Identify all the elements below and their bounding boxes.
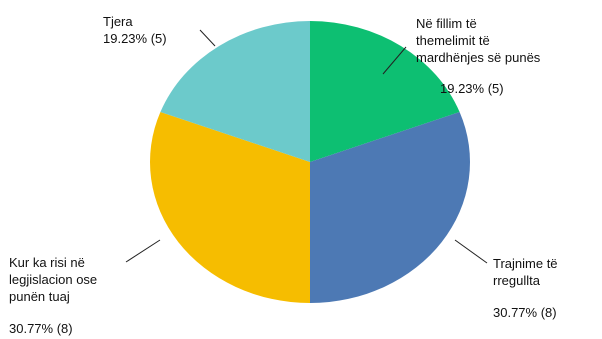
pie-slices bbox=[149, 21, 471, 303]
slice-label-3: Kur ka risi në legjislacion ose punën tu… bbox=[9, 255, 97, 336]
slice-label-1-line-3: mardhënjes së punës bbox=[416, 50, 541, 65]
pie-slice-4 bbox=[160, 21, 310, 162]
slice-label-4-line-1: Tjera bbox=[103, 14, 133, 29]
slice-label-1-line-2: themelimit të bbox=[416, 33, 490, 48]
slice-label-2: Trajnime të rregullta 30.77% (8) bbox=[493, 256, 558, 320]
slice-label-3-line-3: punën tuaj bbox=[9, 289, 70, 304]
leader-line-3 bbox=[125, 239, 161, 263]
leader-line-4 bbox=[199, 29, 216, 47]
slice-value-3: 30.77% (8) bbox=[9, 321, 73, 336]
pie-slice-2 bbox=[310, 111, 471, 303]
pie-slice-1 bbox=[310, 21, 460, 162]
slice-value-1: 19.23% (5) bbox=[440, 81, 504, 96]
leader-line-2 bbox=[454, 239, 488, 264]
slice-label-3-line-1: Kur ka risi në bbox=[9, 255, 85, 270]
slice-label-4: Tjera 19.23% (5) bbox=[103, 14, 167, 46]
slice-label-3-line-2: legjislacion ose bbox=[9, 272, 97, 287]
leader-lines bbox=[125, 29, 488, 264]
slice-value-4: 19.23% (5) bbox=[103, 31, 167, 46]
slice-label-1-line-1: Në fillim të bbox=[416, 16, 477, 31]
pie-slice-3 bbox=[149, 111, 310, 303]
slice-label-2-line-1: Trajnime të bbox=[493, 256, 558, 271]
slice-value-2: 30.77% (8) bbox=[493, 305, 557, 320]
slice-label-2-line-2: rregullta bbox=[493, 273, 541, 288]
leader-line-1 bbox=[382, 46, 407, 75]
slice-label-1: Në fillim të themelimit të mardhënjes së… bbox=[416, 16, 541, 96]
